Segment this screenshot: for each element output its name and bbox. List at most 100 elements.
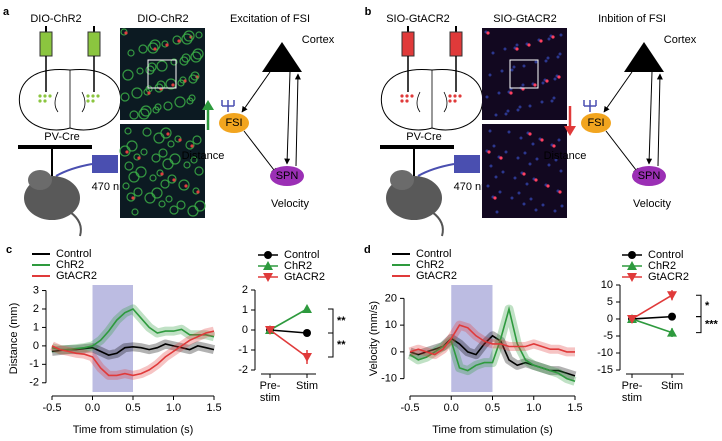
- schematic-title: Inbition of FSI: [598, 13, 666, 25]
- cell: [512, 65, 516, 69]
- point: [668, 312, 676, 321]
- cell: [560, 204, 564, 208]
- cell: [494, 175, 498, 179]
- legend-label: ChR2: [284, 260, 312, 272]
- point: [667, 327, 677, 337]
- legend-label: Control: [416, 248, 451, 260]
- panel-label: b: [365, 6, 372, 18]
- cell-marker: [539, 39, 543, 43]
- injection-dot: [453, 99, 457, 103]
- series-line: [409, 324, 575, 356]
- x-tick-label: 0.5: [125, 402, 140, 414]
- distance-label: Distance: [182, 150, 225, 162]
- injection-dot: [448, 94, 452, 98]
- significance-label: **: [337, 315, 346, 327]
- legend-marker: [627, 273, 637, 282]
- image-label: SIO-GtACR2: [493, 13, 557, 25]
- cell: [531, 142, 535, 146]
- cell: [167, 140, 175, 148]
- series-line: [269, 308, 308, 331]
- cell: [494, 113, 498, 117]
- series-line: [631, 294, 673, 320]
- mouse-tail: [431, 211, 444, 237]
- cell: [138, 44, 148, 54]
- cell: [497, 91, 501, 95]
- cell: [183, 30, 195, 42]
- spn-label: SPN: [276, 170, 299, 182]
- cell: [553, 77, 557, 81]
- x-tick-label: 0.5: [485, 402, 500, 414]
- projection: [294, 73, 301, 167]
- cell-marker: [558, 190, 562, 194]
- cell: [160, 127, 172, 139]
- y-tick-label: 10: [385, 319, 397, 331]
- cell-marker: [493, 196, 497, 200]
- cell: [122, 182, 130, 190]
- y-tick-label: -1: [238, 344, 248, 356]
- virus-label: SIO-GtACR2: [386, 13, 450, 25]
- cell: [169, 153, 181, 165]
- cell: [149, 174, 157, 182]
- cell: [163, 101, 173, 111]
- cell: [522, 64, 526, 68]
- series-line: [269, 329, 308, 334]
- cell: [129, 110, 139, 120]
- significance-bracket: [696, 316, 702, 334]
- cell: [178, 179, 190, 191]
- series-line: [631, 318, 673, 334]
- injection-dot: [458, 94, 462, 98]
- cell: [525, 182, 529, 186]
- legend-label: GtACR2: [56, 270, 97, 282]
- fiber-cable: [55, 163, 93, 177]
- laser-label: 470 nm: [454, 181, 491, 193]
- cell: [176, 200, 186, 210]
- cell-marker: [546, 184, 550, 188]
- fsi-label: FSI: [587, 117, 604, 129]
- series-line: [409, 305, 576, 383]
- cell: [516, 108, 520, 112]
- cell: [177, 79, 185, 87]
- cell: [504, 112, 508, 116]
- x-tick-label: -0.5: [43, 402, 62, 414]
- y-tick-label: -5: [603, 330, 613, 342]
- cell: [523, 151, 527, 155]
- cell: [510, 196, 514, 200]
- cell: [517, 191, 521, 195]
- panel-label: c: [6, 244, 12, 256]
- cell: [158, 148, 168, 158]
- y-tick-label: -10: [597, 347, 613, 359]
- cortex-triangle: [624, 42, 664, 72]
- cell: [145, 65, 155, 75]
- point: [627, 315, 637, 324]
- point: [667, 291, 677, 301]
- modulation-arrowhead: [202, 100, 214, 110]
- x-tick-label: -0.5: [401, 402, 420, 414]
- cell: [492, 144, 496, 148]
- legend-label: Control: [648, 249, 683, 261]
- x-tick-label: 1.0: [526, 402, 541, 414]
- projection: [241, 71, 271, 113]
- brain-midline: [416, 70, 448, 128]
- injection-dot: [405, 94, 409, 98]
- significance-bracket: [696, 294, 702, 318]
- cell: [135, 166, 147, 178]
- cell: [529, 197, 533, 201]
- y-tick-label: 0: [391, 346, 397, 358]
- cell: [515, 43, 519, 47]
- legend-label: GtACR2: [648, 271, 689, 283]
- y-tick-label: -1: [29, 358, 39, 370]
- cell: [534, 208, 538, 212]
- micrograph: [482, 28, 567, 120]
- cell: [522, 202, 526, 206]
- cell-marker: [522, 172, 526, 176]
- cell: [167, 174, 177, 184]
- image-label: DIO-ChR2: [137, 13, 188, 25]
- injection-dot: [48, 94, 52, 98]
- velocity-label: Velocity: [271, 198, 309, 210]
- significance-bracket: [328, 332, 334, 358]
- cell: [519, 136, 523, 140]
- x-tick-label: Pre- stim: [621, 380, 643, 404]
- injection-dot: [448, 99, 452, 103]
- cell-marker: [534, 178, 538, 182]
